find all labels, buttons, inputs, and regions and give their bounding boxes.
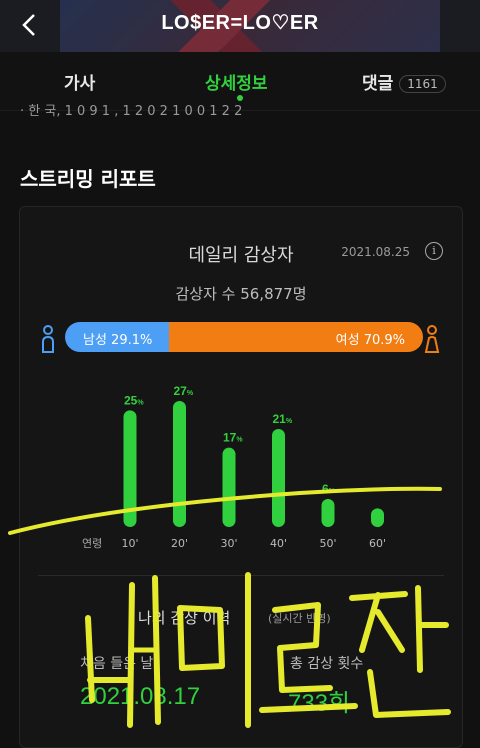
chevron-left-icon: [22, 14, 35, 36]
section-divider: [38, 575, 444, 576]
age-bar: [272, 429, 285, 527]
age-distribution-chart: 연령 25% 10' 27% 20' 17% 30' 21% 40' 6% 50' 60': [82, 384, 386, 550]
first-listened-date: 2021.08.17: [80, 683, 201, 710]
male-icon: [42, 325, 54, 353]
listener-count: 감상자 수 56,877명: [175, 285, 307, 303]
age-category-label: 50': [319, 537, 336, 550]
listening-history-title: 나의 감상 이력: [138, 609, 231, 627]
back-button[interactable]: [14, 10, 44, 40]
male-segment: 남성 29.1%: [65, 322, 170, 352]
first-listened-label: 처음 들은 날: [80, 656, 154, 672]
listening-history-subtitle: (실시간 반영): [268, 612, 331, 625]
age-bar: [371, 508, 384, 527]
top-header: LO$ER=LO♡ER: [0, 0, 480, 52]
streaming-report-title: 스트리밍 리포트: [20, 167, 156, 191]
age-bar: [321, 499, 335, 527]
tab-comments-label: 댓글: [362, 74, 394, 94]
male-ratio-label: 남성 29.1%: [83, 333, 153, 348]
daily-listeners-title: 데일리 감상자: [188, 245, 294, 266]
tab-details[interactable]: 상세정보: [205, 74, 268, 94]
female-icon: [424, 325, 440, 353]
age-bar: [173, 401, 186, 527]
female-ratio-label: 여성 70.9%: [335, 333, 405, 348]
gender-ratio-bar: 남성 29.1% 여성 70.9%: [65, 322, 423, 352]
tab-lyrics[interactable]: 가사: [64, 74, 96, 94]
comment-count-badge: 1161: [399, 75, 446, 93]
age-category-label: 60': [369, 537, 386, 550]
total-plays-count: 733회: [288, 690, 351, 717]
bar-value-label: 25%: [124, 393, 144, 407]
song-title: LO$ER=LO♡ER: [161, 12, 319, 34]
report-date: 2021.08.25: [341, 245, 410, 259]
age-category-label: 20': [171, 537, 188, 550]
age-category-label: 30': [220, 537, 237, 550]
bar-value-label: 21%: [273, 412, 293, 426]
partial-info-text: · 한 국, 1 0 9 1 , 1 2 0 2 1 0 0 1 2 2: [20, 104, 243, 119]
active-tab-indicator: [237, 95, 243, 101]
album-art-banner: [60, 0, 440, 52]
x-axis-label: 연령: [82, 537, 102, 550]
bar-value-label: 27%: [174, 384, 194, 398]
tab-bar: 가사 상세정보 댓글 1161: [0, 52, 480, 111]
age-category-label: 10': [121, 537, 138, 550]
age-bar: [123, 410, 137, 527]
age-bar: [222, 447, 236, 527]
bar-value-label: 17%: [223, 431, 243, 445]
age-category-label: 40': [270, 537, 287, 550]
info-icon[interactable]: i: [425, 242, 443, 260]
daily-listeners-card: 데일리 감상자 2021.08.25 i 감상자 수 56,877명 남성 29…: [19, 206, 463, 748]
female-segment: 여성 70.9%: [169, 322, 423, 352]
tab-comments[interactable]: 댓글 1161: [362, 69, 446, 94]
total-plays-label: 총 감상 횟수: [290, 656, 364, 672]
bar-value-label: 6%: [322, 482, 336, 496]
